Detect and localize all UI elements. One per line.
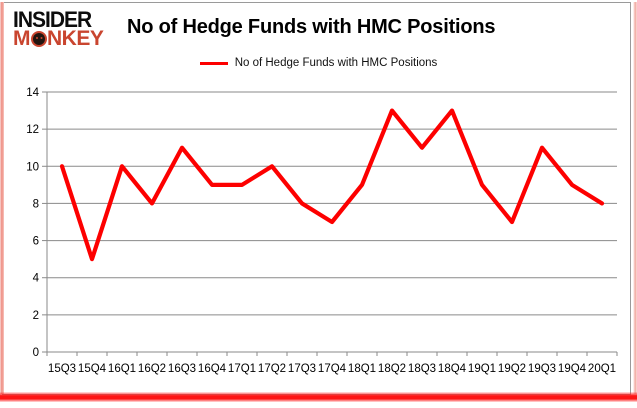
x-axis-tick-label: 16Q4 [198, 363, 227, 375]
x-axis-tick-label: 17Q4 [318, 363, 347, 375]
insider-monkey-logo: INSIDER M NKEY [13, 7, 104, 50]
y-axis-tick-label: 4 [33, 273, 40, 285]
x-axis-tick-label: 17Q3 [288, 363, 316, 375]
y-axis-tick-label: 8 [33, 198, 39, 210]
logo-letter-m: M [13, 27, 31, 50]
chart-title: No of Hedge Funds with HMC Positions [127, 16, 496, 38]
y-axis-tick-label: 12 [26, 124, 39, 136]
x-axis-tick-label: 17Q1 [228, 363, 256, 375]
x-axis-tick-label: 18Q4 [438, 363, 467, 375]
red-glow-bottom-edge [0, 392, 637, 402]
logo-text-insider: INSIDER [13, 7, 92, 33]
x-axis-tick-label: 18Q2 [378, 363, 406, 375]
y-axis-tick-label: 14 [26, 87, 39, 99]
x-axis-tick-label: 18Q1 [348, 363, 376, 375]
x-axis-tick-label: 16Q2 [138, 363, 166, 375]
logo-text-monkey: M NKEY [13, 27, 104, 50]
y-axis-tick-label: 0 [33, 347, 39, 359]
logo-letters-nkey: NKEY [47, 27, 104, 50]
series-line [59, 108, 605, 262]
x-axis-tick-label: 15Q3 [48, 363, 76, 375]
x-axis-tick-label: 19Q3 [528, 363, 556, 375]
y-axis-tick-label: 10 [26, 161, 39, 173]
red-glow-right-edge [633, 2, 637, 394]
y-axis-tick-label: 6 [33, 236, 39, 248]
y-axis-tick-label: 2 [33, 310, 39, 322]
red-glow-left-edge [0, 2, 4, 394]
x-axis-tick-label: 16Q3 [168, 363, 196, 375]
x-axis-tick-label: 18Q3 [408, 363, 436, 375]
x-axis-tick-label: 16Q1 [108, 363, 136, 375]
legend-line-sample [199, 61, 228, 65]
x-axis-tick-label: 19Q4 [558, 363, 587, 375]
legend: No of Hedge Funds with HMC Positions [0, 56, 637, 70]
x-axis-tick-label: 19Q2 [498, 363, 526, 375]
monkey-face-icon [30, 30, 47, 47]
x-axis-tick-label: 17Q2 [258, 363, 286, 375]
x-axis-tick-label: 19Q1 [468, 363, 496, 375]
x-axis-tick-label: 20Q1 [588, 363, 616, 375]
legend-label: No of Hedge Funds with HMC Positions [234, 57, 438, 69]
x-axis-tick-label: 15Q4 [78, 363, 107, 375]
